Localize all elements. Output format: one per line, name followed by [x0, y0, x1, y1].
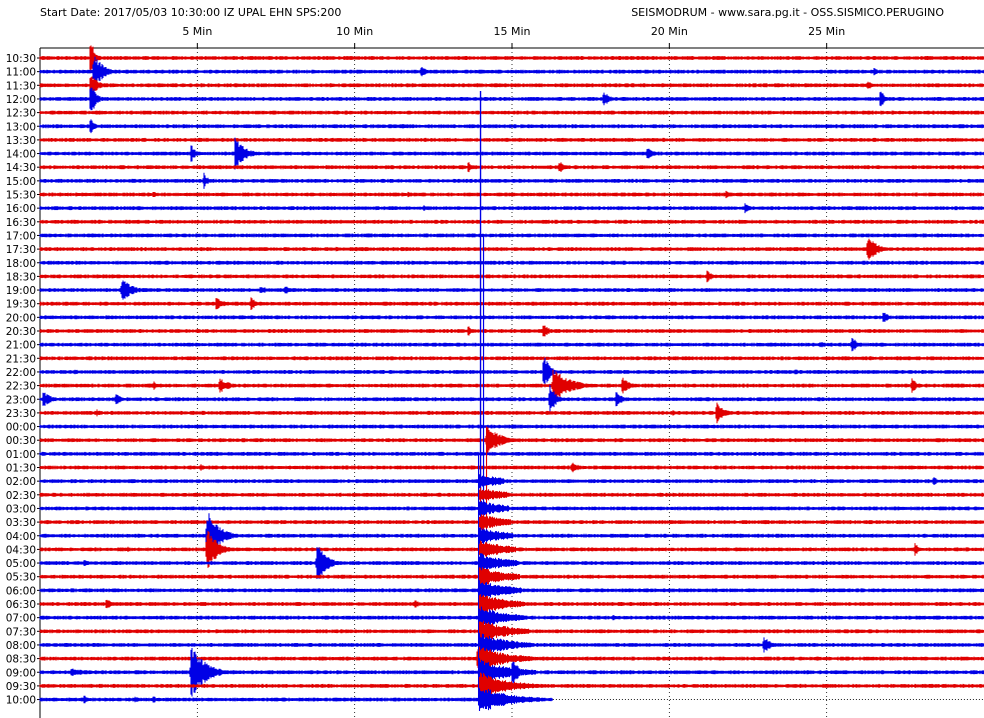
main-shock	[477, 90, 541, 711]
row-time-label: 00:30	[6, 435, 36, 447]
row-time-label: 07:30	[6, 626, 36, 638]
row-time-label: 12:00	[6, 94, 36, 106]
row-time-label: 19:30	[6, 299, 36, 311]
header-credits: SEISMODRUM - www.sara.pg.it - OSS.SISMIC…	[631, 6, 944, 19]
row-time-label: 04:30	[6, 544, 36, 556]
row-time-label: 01:00	[6, 449, 36, 461]
main-shock-coda	[478, 501, 510, 516]
row-time-label: 01:30	[6, 463, 36, 475]
row-time-label: 21:00	[6, 340, 36, 352]
row-time-label: 17:30	[6, 244, 36, 256]
main-shock-coda	[478, 620, 530, 642]
x-tick-label: 5 Min	[182, 25, 212, 38]
x-tick-label: 25 Min	[808, 25, 845, 38]
row-time-label: 13:30	[6, 135, 36, 147]
row-time-label: 03:30	[6, 517, 36, 529]
row-time-label: 16:30	[6, 217, 36, 229]
row-time-label: 14:30	[6, 162, 36, 174]
row-time-label: 04:00	[6, 531, 36, 543]
main-shock-coda	[478, 594, 526, 614]
row-time-label: 00:00	[6, 422, 36, 434]
row-time-label: 10:00	[6, 695, 36, 707]
row-time-label: 05:00	[6, 558, 36, 570]
row-time-label: 07:00	[6, 613, 36, 625]
x-tick-labels: 5 Min 10 Min 15 Min 20 Min 25 Min	[182, 25, 845, 48]
row-time-label: 06:30	[6, 599, 36, 611]
main-shock-coda	[478, 672, 539, 700]
main-shock-coda	[478, 632, 532, 657]
row-time-label: 11:30	[6, 80, 36, 92]
row-time-label: 16:00	[6, 203, 36, 215]
row-time-label: 06:00	[6, 585, 36, 597]
row-time-label: 15:30	[6, 190, 36, 202]
x-tick-label: 10 Min	[336, 25, 373, 38]
main-shock-coda	[478, 580, 523, 601]
main-shock-coda	[478, 527, 514, 544]
row-time-label: 02:30	[6, 490, 36, 502]
row-time-label: 11:00	[6, 67, 36, 79]
row-time-label: 18:30	[6, 271, 36, 283]
main-shock-coda	[478, 688, 541, 711]
main-shock-coda	[478, 474, 505, 489]
row-time-label: 15:00	[6, 176, 36, 188]
row-time-label: 19:00	[6, 285, 36, 297]
row-time-label: 08:30	[6, 654, 36, 666]
row-time-label: 20:30	[6, 326, 36, 338]
main-shock-coda	[478, 606, 528, 629]
row-time-label: 23:00	[6, 394, 36, 406]
row-time-label: 21:30	[6, 353, 36, 365]
x-tick-label: 20 Min	[651, 25, 688, 38]
main-shock-coda	[478, 540, 517, 559]
x-tick-label: 15 Min	[493, 25, 530, 38]
row-time-label: 10:30	[6, 53, 36, 65]
row-time-label: 12:30	[6, 108, 36, 120]
row-time-label: 23:30	[6, 408, 36, 420]
main-shock-coda	[478, 514, 512, 530]
row-time-label: 03:00	[6, 503, 36, 515]
row-time-label: 14:00	[6, 149, 36, 161]
row-time-label: 09:00	[6, 667, 36, 679]
row-time-label: 22:00	[6, 367, 36, 379]
main-shock-coda	[478, 658, 537, 687]
row-time-label: 08:00	[6, 640, 36, 652]
main-shock-coda	[478, 567, 521, 587]
row-time-label: 13:00	[6, 121, 36, 133]
row-time-label: 17:00	[6, 230, 36, 242]
header-start-info: Start Date: 2017/05/03 10:30:00 IZ UPAL …	[40, 6, 342, 19]
main-shock-coda	[478, 553, 519, 573]
row-time-label: 18:00	[6, 258, 36, 270]
row-time-label: 09:30	[6, 681, 36, 693]
row-time-label: 22:30	[6, 381, 36, 393]
row-time-label: 05:30	[6, 572, 36, 584]
row-time-label: 20:00	[6, 312, 36, 324]
row-time-label: 02:00	[6, 476, 36, 488]
main-shock-coda	[478, 487, 508, 502]
